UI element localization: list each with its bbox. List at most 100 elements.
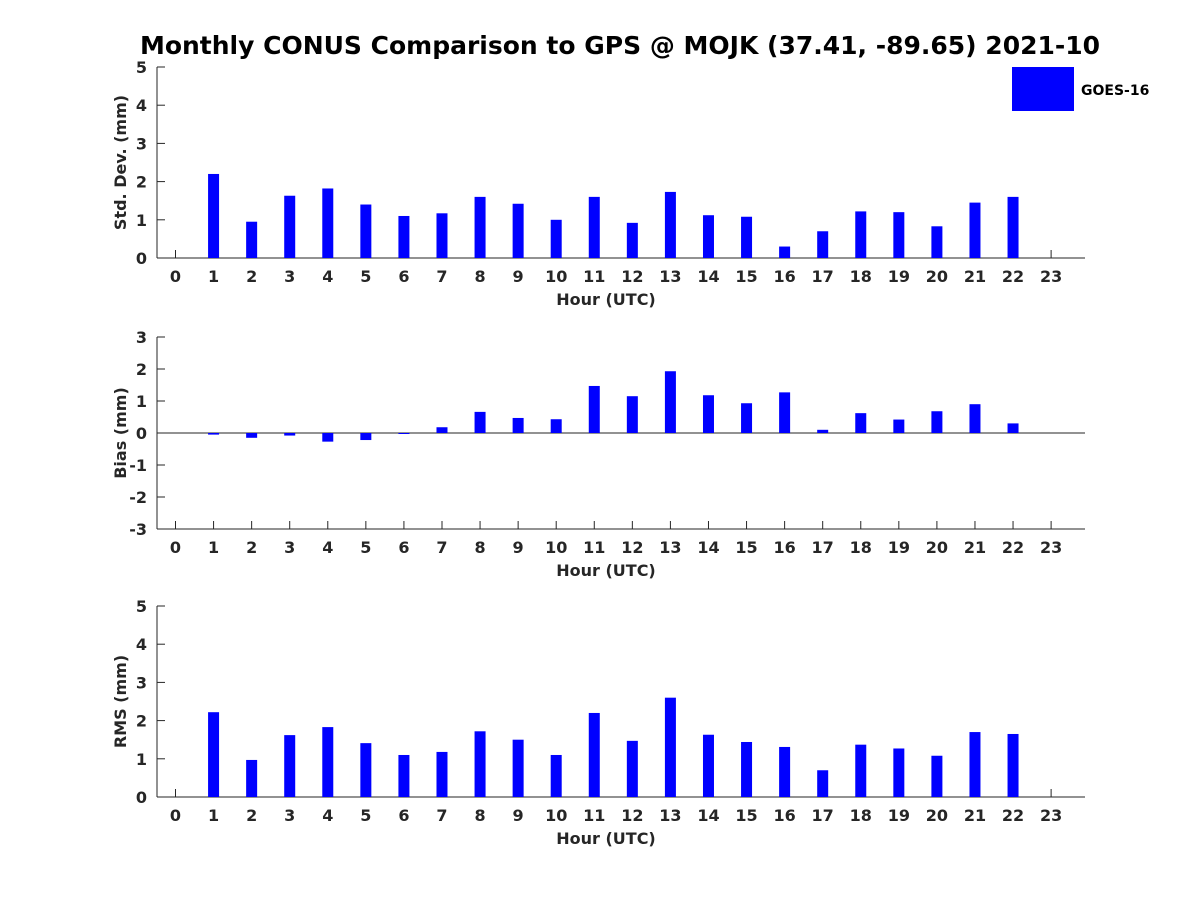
bias-x-tick-label: 15 xyxy=(735,538,757,557)
std-dev-x-tick-label: 9 xyxy=(513,267,524,286)
rms-x-tick-label: 20 xyxy=(926,806,948,825)
rms-bar xyxy=(512,739,524,797)
bias-y-tick-label: -3 xyxy=(129,520,147,539)
std-dev-x-tick-label: 15 xyxy=(735,267,757,286)
std-dev-x-tick-label: 2 xyxy=(246,267,257,286)
rms-bar xyxy=(550,754,562,797)
rms-y-tick-label: 3 xyxy=(136,673,147,692)
bias-bar xyxy=(398,433,410,434)
legend-swatch xyxy=(1012,67,1074,111)
std-dev-bar xyxy=(512,203,524,258)
rms-y-axis-label: RMS (mm) xyxy=(111,655,130,748)
std-dev-x-tick-label: 5 xyxy=(360,267,371,286)
std-dev-y-tick-label: 0 xyxy=(136,249,147,268)
rms-bar xyxy=(779,746,791,797)
bias-bar xyxy=(855,413,867,433)
bias-x-tick-label: 12 xyxy=(621,538,643,557)
std-dev-bar xyxy=(702,215,714,258)
rms-bar xyxy=(474,731,486,797)
rms-bar xyxy=(284,735,296,797)
std-dev-bar xyxy=(588,196,600,258)
rms-x-tick-label: 23 xyxy=(1040,806,1062,825)
std-dev-x-tick-label: 22 xyxy=(1002,267,1024,286)
rms-x-tick-label: 16 xyxy=(773,806,795,825)
legend-label: GOES-16 xyxy=(1081,83,1149,99)
bias-x-tick-label: 11 xyxy=(583,538,605,557)
rms-x-tick-label: 7 xyxy=(436,806,447,825)
std-dev-x-tick-label: 12 xyxy=(621,267,643,286)
bias-x-tick-label: 14 xyxy=(697,538,719,557)
std-dev-bar xyxy=(626,222,638,258)
rms-x-tick-label: 4 xyxy=(322,806,333,825)
std-dev-y-tick-label: 4 xyxy=(136,96,147,115)
std-dev-x-tick-label: 18 xyxy=(850,267,872,286)
std-dev-bar xyxy=(969,202,981,258)
bias-x-tick-label: 7 xyxy=(436,538,447,557)
bias-bar xyxy=(969,404,981,433)
std-dev-x-tick-label: 21 xyxy=(964,267,986,286)
bias-bar xyxy=(550,419,562,433)
rms-bar xyxy=(246,759,258,797)
bias-bar xyxy=(626,396,638,433)
bias-y-tick-label: -2 xyxy=(129,488,147,507)
std-dev-bar xyxy=(741,216,753,258)
std-dev-bar xyxy=(360,204,372,258)
std-dev-x-tick-label: 13 xyxy=(659,267,681,286)
bias-y-tick-label: 3 xyxy=(136,328,147,347)
std-dev-x-tick-label: 14 xyxy=(697,267,719,286)
rms-x-tick-label: 18 xyxy=(850,806,872,825)
rms-x-tick-label: 15 xyxy=(735,806,757,825)
std-dev-y-tick-label: 3 xyxy=(136,134,147,153)
rms-bar xyxy=(702,734,714,797)
rms-y-tick-label: 0 xyxy=(136,788,147,807)
bias-bar xyxy=(1007,423,1019,433)
rms-bar xyxy=(817,770,829,797)
bias-x-tick-label: 13 xyxy=(659,538,681,557)
std-dev-y-tick-label: 1 xyxy=(136,211,147,230)
bias-bar xyxy=(741,403,753,433)
std-dev-bar xyxy=(246,221,258,258)
bias-bar xyxy=(779,392,791,433)
rms-x-tick-label: 8 xyxy=(474,806,485,825)
legend: GOES-16 xyxy=(1012,67,1149,111)
bias-bar xyxy=(817,429,829,433)
std-dev-bar xyxy=(779,246,791,258)
rms-x-tick-label: 3 xyxy=(284,806,295,825)
rms-bar xyxy=(1007,733,1019,797)
bias-x-tick-label: 2 xyxy=(246,538,257,557)
bias-x-tick-label: 23 xyxy=(1040,538,1062,557)
rms-y-tick-label: 4 xyxy=(136,635,147,654)
bias-x-tick-label: 6 xyxy=(398,538,409,557)
bias-x-tick-label: 21 xyxy=(964,538,986,557)
bias-bar xyxy=(588,385,600,433)
rms-x-tick-label: 13 xyxy=(659,806,681,825)
bias-x-tick-label: 9 xyxy=(513,538,524,557)
std-dev-x-tick-label: 11 xyxy=(583,267,605,286)
std-dev-x-tick-label: 17 xyxy=(812,267,834,286)
rms-x-tick-label: 6 xyxy=(398,806,409,825)
rms-bar xyxy=(360,743,372,797)
bias-x-tick-label: 5 xyxy=(360,538,371,557)
rms-x-tick-label: 11 xyxy=(583,806,605,825)
rms-x-tick-label: 17 xyxy=(812,806,834,825)
std-dev-x-tick-label: 3 xyxy=(284,267,295,286)
rms-x-tick-label: 2 xyxy=(246,806,257,825)
bias-bar xyxy=(208,433,220,435)
rms-bar xyxy=(208,712,220,797)
std-dev-x-tick-label: 20 xyxy=(926,267,948,286)
bias-x-tick-label: 20 xyxy=(926,538,948,557)
bias-x-tick-label: 19 xyxy=(888,538,910,557)
std-dev-bar xyxy=(208,173,220,258)
rms-bar xyxy=(969,732,981,797)
bias-bar xyxy=(931,411,943,433)
rms-x-tick-label: 0 xyxy=(170,806,181,825)
bias-bar xyxy=(360,433,372,441)
std-dev-bar xyxy=(284,195,296,258)
bias-y-axis-label: Bias (mm) xyxy=(111,387,130,479)
bias-x-tick-label: 16 xyxy=(773,538,795,557)
rms-bar xyxy=(398,754,410,797)
